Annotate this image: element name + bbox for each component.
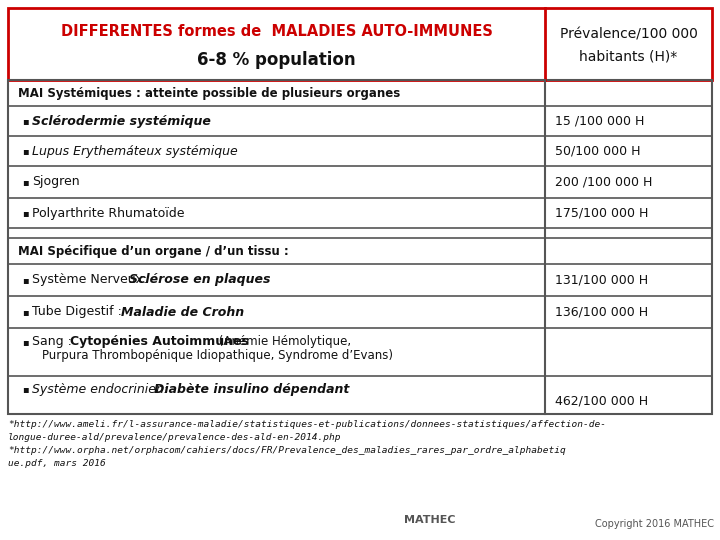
Text: Sclérodermie systémique: Sclérodermie systémique xyxy=(32,114,211,127)
Text: Polyarthrite Rhumatоïde: Polyarthrite Rhumatоïde xyxy=(32,206,184,219)
Text: ▪: ▪ xyxy=(22,337,29,347)
Text: 15 /100 000 H: 15 /100 000 H xyxy=(555,114,644,127)
Text: 200 /100 000 H: 200 /100 000 H xyxy=(555,176,652,188)
Text: habitants (H)*: habitants (H)* xyxy=(580,50,678,64)
Text: 131/100 000 H: 131/100 000 H xyxy=(555,273,648,287)
Text: Maladie de Crohn: Maladie de Crohn xyxy=(121,306,244,319)
Text: 462/100 000 H: 462/100 000 H xyxy=(555,394,648,407)
Text: Sclérose en plaques: Sclérose en plaques xyxy=(129,273,271,287)
Bar xyxy=(8,8,712,80)
Text: 50/100 000 H: 50/100 000 H xyxy=(555,145,641,158)
Text: Purpura Thrombopénique Idiopathique, Syndrome d’Evans): Purpura Thrombopénique Idiopathique, Syn… xyxy=(42,349,393,362)
Text: ▪: ▪ xyxy=(22,275,29,285)
Bar xyxy=(8,80,712,414)
Text: longue-duree-ald/prevalence/prevalence-des-ald-en-2014.php: longue-duree-ald/prevalence/prevalence-d… xyxy=(8,433,341,442)
Text: Cytopénies Autoimmunes: Cytopénies Autoimmunes xyxy=(70,335,249,348)
Text: MAI Spécifique d’un organe / d’un tissu :: MAI Spécifique d’un organe / d’un tissu … xyxy=(18,245,289,258)
Text: MAI Systémiques : atteinte possible de plusieurs organes: MAI Systémiques : atteinte possible de p… xyxy=(18,86,400,99)
Text: MATHEC: MATHEC xyxy=(404,515,456,525)
Text: Système endocrinien:: Système endocrinien: xyxy=(32,383,172,396)
Text: ▪: ▪ xyxy=(22,177,29,187)
Text: ▪: ▪ xyxy=(22,146,29,156)
Text: DIFFERENTES formes de  MALADIES AUTO-IMMUNES: DIFFERENTES formes de MALADIES AUTO-IMMU… xyxy=(60,24,492,39)
Text: *http://www.orpha.net/orphacom/cahiers/docs/FR/Prevalence_des_maladies_rares_par: *http://www.orpha.net/orphacom/cahiers/d… xyxy=(8,446,566,455)
Text: 136/100 000 H: 136/100 000 H xyxy=(555,306,648,319)
Text: Lupus Erythemáteux systémique: Lupus Erythemáteux systémique xyxy=(32,145,238,158)
Text: ▪: ▪ xyxy=(22,116,29,126)
Text: ue.pdf, mars 2016: ue.pdf, mars 2016 xyxy=(8,459,106,468)
Text: 6-8 % population: 6-8 % population xyxy=(197,51,356,69)
Text: ▪: ▪ xyxy=(22,208,29,218)
Text: ▪: ▪ xyxy=(22,307,29,317)
Text: Système Nerveux:: Système Nerveux: xyxy=(32,273,151,287)
Text: Sjogren: Sjogren xyxy=(32,176,80,188)
Text: (Anémie Hémolytique,: (Anémie Hémolytique, xyxy=(215,335,351,348)
Text: *http://www.ameli.fr/l-assurance-maladie/statistiques-et-publications/donnees-st: *http://www.ameli.fr/l-assurance-maladie… xyxy=(8,420,606,429)
Text: Diabète insulino dépendant: Diabète insulino dépendant xyxy=(154,383,349,396)
Text: 175/100 000 H: 175/100 000 H xyxy=(555,206,649,219)
Text: ▪: ▪ xyxy=(22,384,29,394)
Text: Copyright 2016 MATHEC: Copyright 2016 MATHEC xyxy=(595,519,714,529)
Text: Tube Digestif :: Tube Digestif : xyxy=(32,306,126,319)
Text: Sang :: Sang : xyxy=(32,335,76,348)
Text: Prévalence/100 000: Prévalence/100 000 xyxy=(559,28,698,42)
